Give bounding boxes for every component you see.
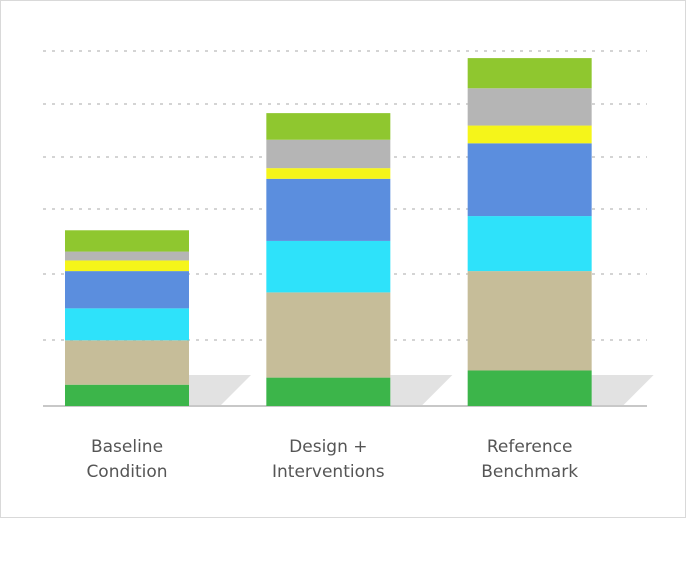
bar-segment-1-1 — [266, 292, 391, 378]
bar-segment-1-4 — [266, 168, 391, 179]
bar-shadow-0 — [189, 375, 251, 406]
bar-segment-1-2 — [266, 240, 391, 293]
category-labels: Baseline Condition Design + Interventions Re… — [86, 437, 578, 482]
bar-segment-2-3 — [467, 143, 592, 217]
bar-segment-2-4 — [467, 125, 592, 144]
category-label-line-0-0: Baseline — [91, 437, 163, 457]
category-label-line-2-0: Reference — [487, 437, 573, 457]
bar-segment-0-3 — [65, 271, 189, 309]
bar-segment-2-0 — [467, 370, 592, 406]
bar-segment-1-6 — [266, 113, 391, 140]
bar-segment-0-4 — [65, 260, 189, 272]
bar-segment-2-5 — [467, 88, 592, 126]
bar-shadow-1 — [390, 375, 453, 406]
bar-segment-0-1 — [65, 340, 189, 385]
bar-segment-2-2 — [467, 216, 592, 272]
bar-segment-0-5 — [65, 251, 189, 261]
category-label-line-2-1: Benchmark — [481, 462, 578, 482]
bar-segment-0-6 — [65, 230, 189, 252]
bar-segment-2-1 — [467, 271, 592, 371]
bar-segment-2-6 — [467, 58, 592, 89]
bars — [65, 58, 592, 406]
bar-segment-1-3 — [266, 178, 391, 241]
bar-segment-1-5 — [266, 139, 391, 169]
category-label-line-0-1: Condition — [86, 462, 167, 482]
category-label-0: Baseline Condition — [86, 437, 167, 482]
bar-segment-0-0 — [65, 384, 189, 406]
category-label-2: Reference Benchmark — [481, 437, 578, 482]
chart-frame: Baseline Condition Design + Interventions Re… — [0, 0, 686, 518]
category-label-1: Design + Interventions — [272, 437, 385, 482]
category-label-line-1-0: Design + — [289, 437, 367, 457]
bar-segment-1-0 — [266, 377, 391, 406]
category-label-line-1-1: Interventions — [272, 462, 385, 482]
bar-segment-0-2 — [65, 308, 189, 341]
stacked-bar-chart: Baseline Condition Design + Interventions Re… — [43, 50, 654, 482]
bar-shadows — [189, 375, 654, 406]
bar-shadow-2 — [591, 375, 654, 406]
